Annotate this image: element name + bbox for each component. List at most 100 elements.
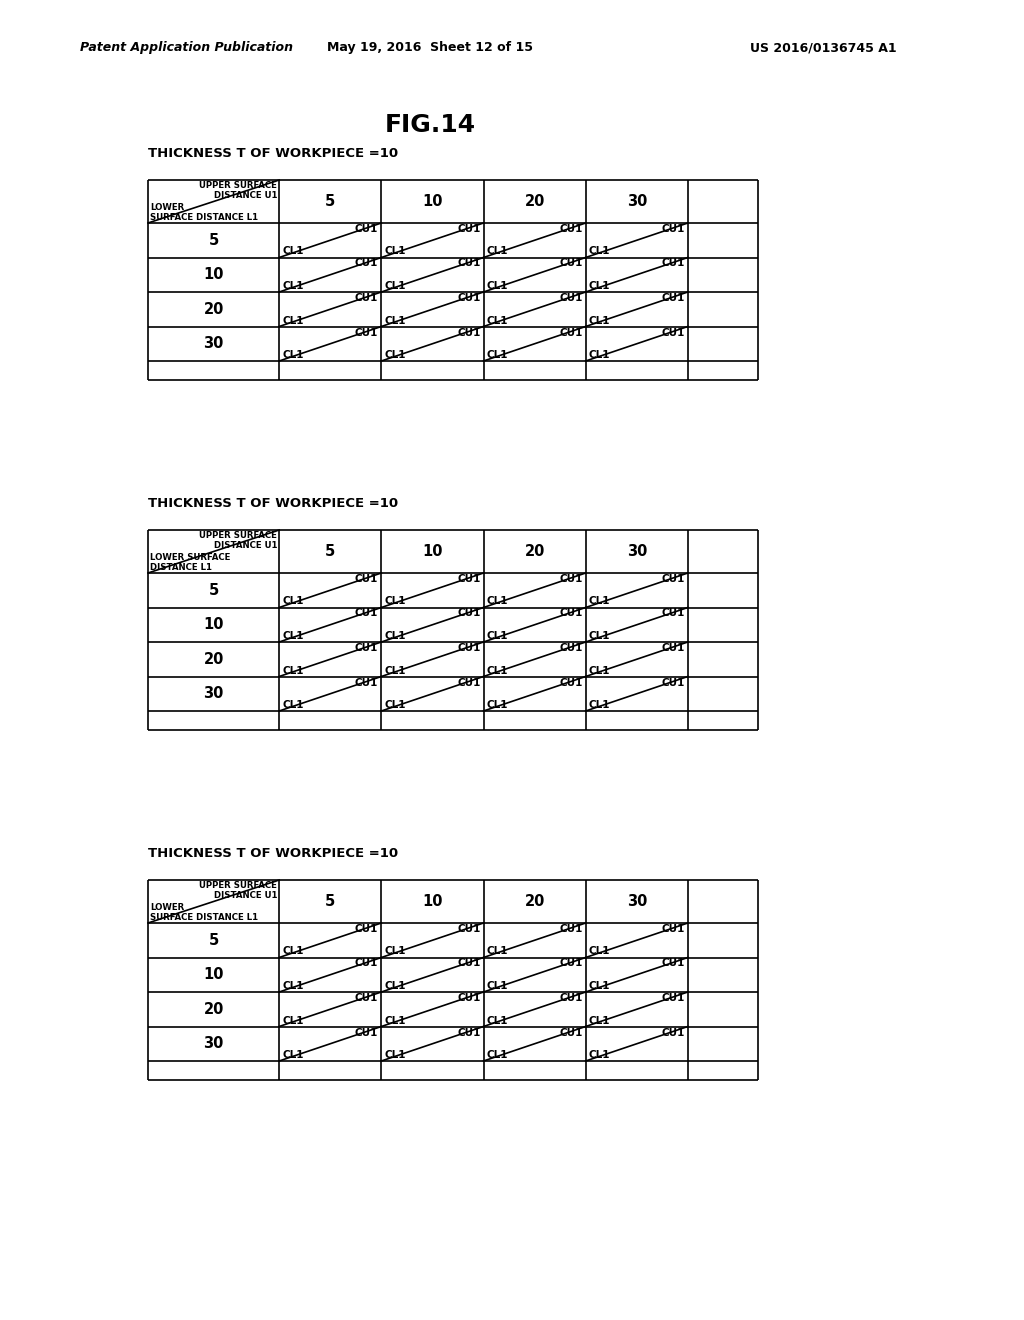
Text: CL1: CL1 — [283, 700, 304, 710]
Text: CL1: CL1 — [283, 981, 304, 991]
Text: CL1: CL1 — [384, 631, 406, 642]
Text: CU1: CU1 — [457, 224, 480, 234]
Text: CL1: CL1 — [589, 597, 610, 606]
Text: CU1: CU1 — [355, 993, 378, 1003]
Text: CL1: CL1 — [384, 350, 406, 360]
Text: 30: 30 — [204, 337, 224, 351]
Text: UPPER SURFACE
DISTANCE U1: UPPER SURFACE DISTANCE U1 — [200, 880, 278, 900]
Text: CL1: CL1 — [589, 981, 610, 991]
Text: 30: 30 — [204, 686, 224, 701]
Text: 5: 5 — [325, 544, 336, 558]
Text: CU1: CU1 — [662, 327, 685, 338]
Text: CL1: CL1 — [283, 350, 304, 360]
Text: CL1: CL1 — [283, 1049, 304, 1060]
Text: CL1: CL1 — [384, 281, 406, 290]
Text: UPPER SURFACE
DISTANCE U1: UPPER SURFACE DISTANCE U1 — [200, 531, 278, 550]
Text: 10: 10 — [422, 894, 442, 909]
Text: US 2016/0136745 A1: US 2016/0136745 A1 — [750, 41, 897, 54]
Text: THICKNESS T OF WORKPIECE =10: THICKNESS T OF WORKPIECE =10 — [148, 847, 398, 861]
Text: CU1: CU1 — [559, 643, 583, 653]
Text: CL1: CL1 — [384, 1015, 406, 1026]
Text: 5: 5 — [209, 933, 219, 948]
Text: 5: 5 — [209, 582, 219, 598]
Text: 30: 30 — [627, 894, 647, 909]
Text: CL1: CL1 — [589, 700, 610, 710]
Text: CU1: CU1 — [559, 924, 583, 935]
Text: CL1: CL1 — [486, 631, 508, 642]
Text: CU1: CU1 — [662, 924, 685, 935]
Text: CU1: CU1 — [457, 327, 480, 338]
Text: UPPER SURFACE
DISTANCE U1: UPPER SURFACE DISTANCE U1 — [200, 181, 278, 201]
Text: CU1: CU1 — [355, 574, 378, 583]
Text: CL1: CL1 — [384, 1049, 406, 1060]
Text: CL1: CL1 — [283, 1015, 304, 1026]
Text: CU1: CU1 — [559, 958, 583, 969]
Text: CU1: CU1 — [662, 643, 685, 653]
Text: CU1: CU1 — [662, 677, 685, 688]
Text: 20: 20 — [524, 544, 545, 558]
Text: CL1: CL1 — [283, 631, 304, 642]
Text: 30: 30 — [627, 544, 647, 558]
Text: CL1: CL1 — [486, 1049, 508, 1060]
Text: 20: 20 — [204, 652, 224, 667]
Text: 5: 5 — [209, 232, 219, 248]
Text: LOWER
SURFACE DISTANCE L1: LOWER SURFACE DISTANCE L1 — [150, 903, 258, 921]
Text: Patent Application Publication: Patent Application Publication — [80, 41, 293, 54]
Text: THICKNESS T OF WORKPIECE =10: THICKNESS T OF WORKPIECE =10 — [148, 498, 398, 510]
Text: CU1: CU1 — [457, 993, 480, 1003]
Text: CU1: CU1 — [559, 677, 583, 688]
Text: LOWER
SURFACE DISTANCE L1: LOWER SURFACE DISTANCE L1 — [150, 203, 258, 222]
Text: CU1: CU1 — [457, 958, 480, 969]
Text: 10: 10 — [422, 544, 442, 558]
Text: CL1: CL1 — [384, 981, 406, 991]
Text: CU1: CU1 — [457, 643, 480, 653]
Text: CU1: CU1 — [662, 1027, 685, 1038]
Text: CU1: CU1 — [559, 327, 583, 338]
Text: THICKNESS T OF WORKPIECE =10: THICKNESS T OF WORKPIECE =10 — [148, 147, 398, 160]
Text: CL1: CL1 — [384, 597, 406, 606]
Text: CU1: CU1 — [559, 574, 583, 583]
Text: CU1: CU1 — [559, 1027, 583, 1038]
Text: 10: 10 — [204, 267, 224, 282]
Text: CU1: CU1 — [355, 924, 378, 935]
Text: CL1: CL1 — [589, 247, 610, 256]
Text: 20: 20 — [524, 194, 545, 209]
Text: LOWER SURFACE
DISTANCE L1: LOWER SURFACE DISTANCE L1 — [150, 553, 230, 572]
Text: FIG.14: FIG.14 — [384, 114, 475, 137]
Text: CU1: CU1 — [457, 259, 480, 268]
Text: CL1: CL1 — [486, 315, 508, 326]
Text: 30: 30 — [627, 194, 647, 209]
Text: CL1: CL1 — [384, 665, 406, 676]
Text: CL1: CL1 — [283, 281, 304, 290]
Text: 20: 20 — [524, 894, 545, 909]
Text: CU1: CU1 — [457, 924, 480, 935]
Text: CL1: CL1 — [486, 597, 508, 606]
Text: CL1: CL1 — [486, 1015, 508, 1026]
Text: CU1: CU1 — [662, 609, 685, 619]
Text: CU1: CU1 — [662, 993, 685, 1003]
Text: CU1: CU1 — [662, 958, 685, 969]
Text: 10: 10 — [204, 618, 224, 632]
Text: 5: 5 — [325, 894, 336, 909]
Text: CU1: CU1 — [559, 993, 583, 1003]
Text: May 19, 2016  Sheet 12 of 15: May 19, 2016 Sheet 12 of 15 — [327, 41, 534, 54]
Text: CL1: CL1 — [589, 1015, 610, 1026]
Text: CU1: CU1 — [355, 643, 378, 653]
Text: CL1: CL1 — [283, 315, 304, 326]
Text: CL1: CL1 — [384, 946, 406, 957]
Text: CL1: CL1 — [589, 350, 610, 360]
Text: CU1: CU1 — [662, 293, 685, 304]
Text: 10: 10 — [204, 968, 224, 982]
Text: CU1: CU1 — [559, 609, 583, 619]
Text: CU1: CU1 — [662, 224, 685, 234]
Text: CL1: CL1 — [589, 665, 610, 676]
Text: CL1: CL1 — [384, 700, 406, 710]
Text: CL1: CL1 — [589, 631, 610, 642]
Text: CU1: CU1 — [355, 293, 378, 304]
Text: CL1: CL1 — [486, 946, 508, 957]
Text: CU1: CU1 — [559, 293, 583, 304]
Text: CL1: CL1 — [283, 597, 304, 606]
Text: 20: 20 — [204, 1002, 224, 1016]
Text: CL1: CL1 — [283, 247, 304, 256]
Text: CU1: CU1 — [662, 574, 685, 583]
